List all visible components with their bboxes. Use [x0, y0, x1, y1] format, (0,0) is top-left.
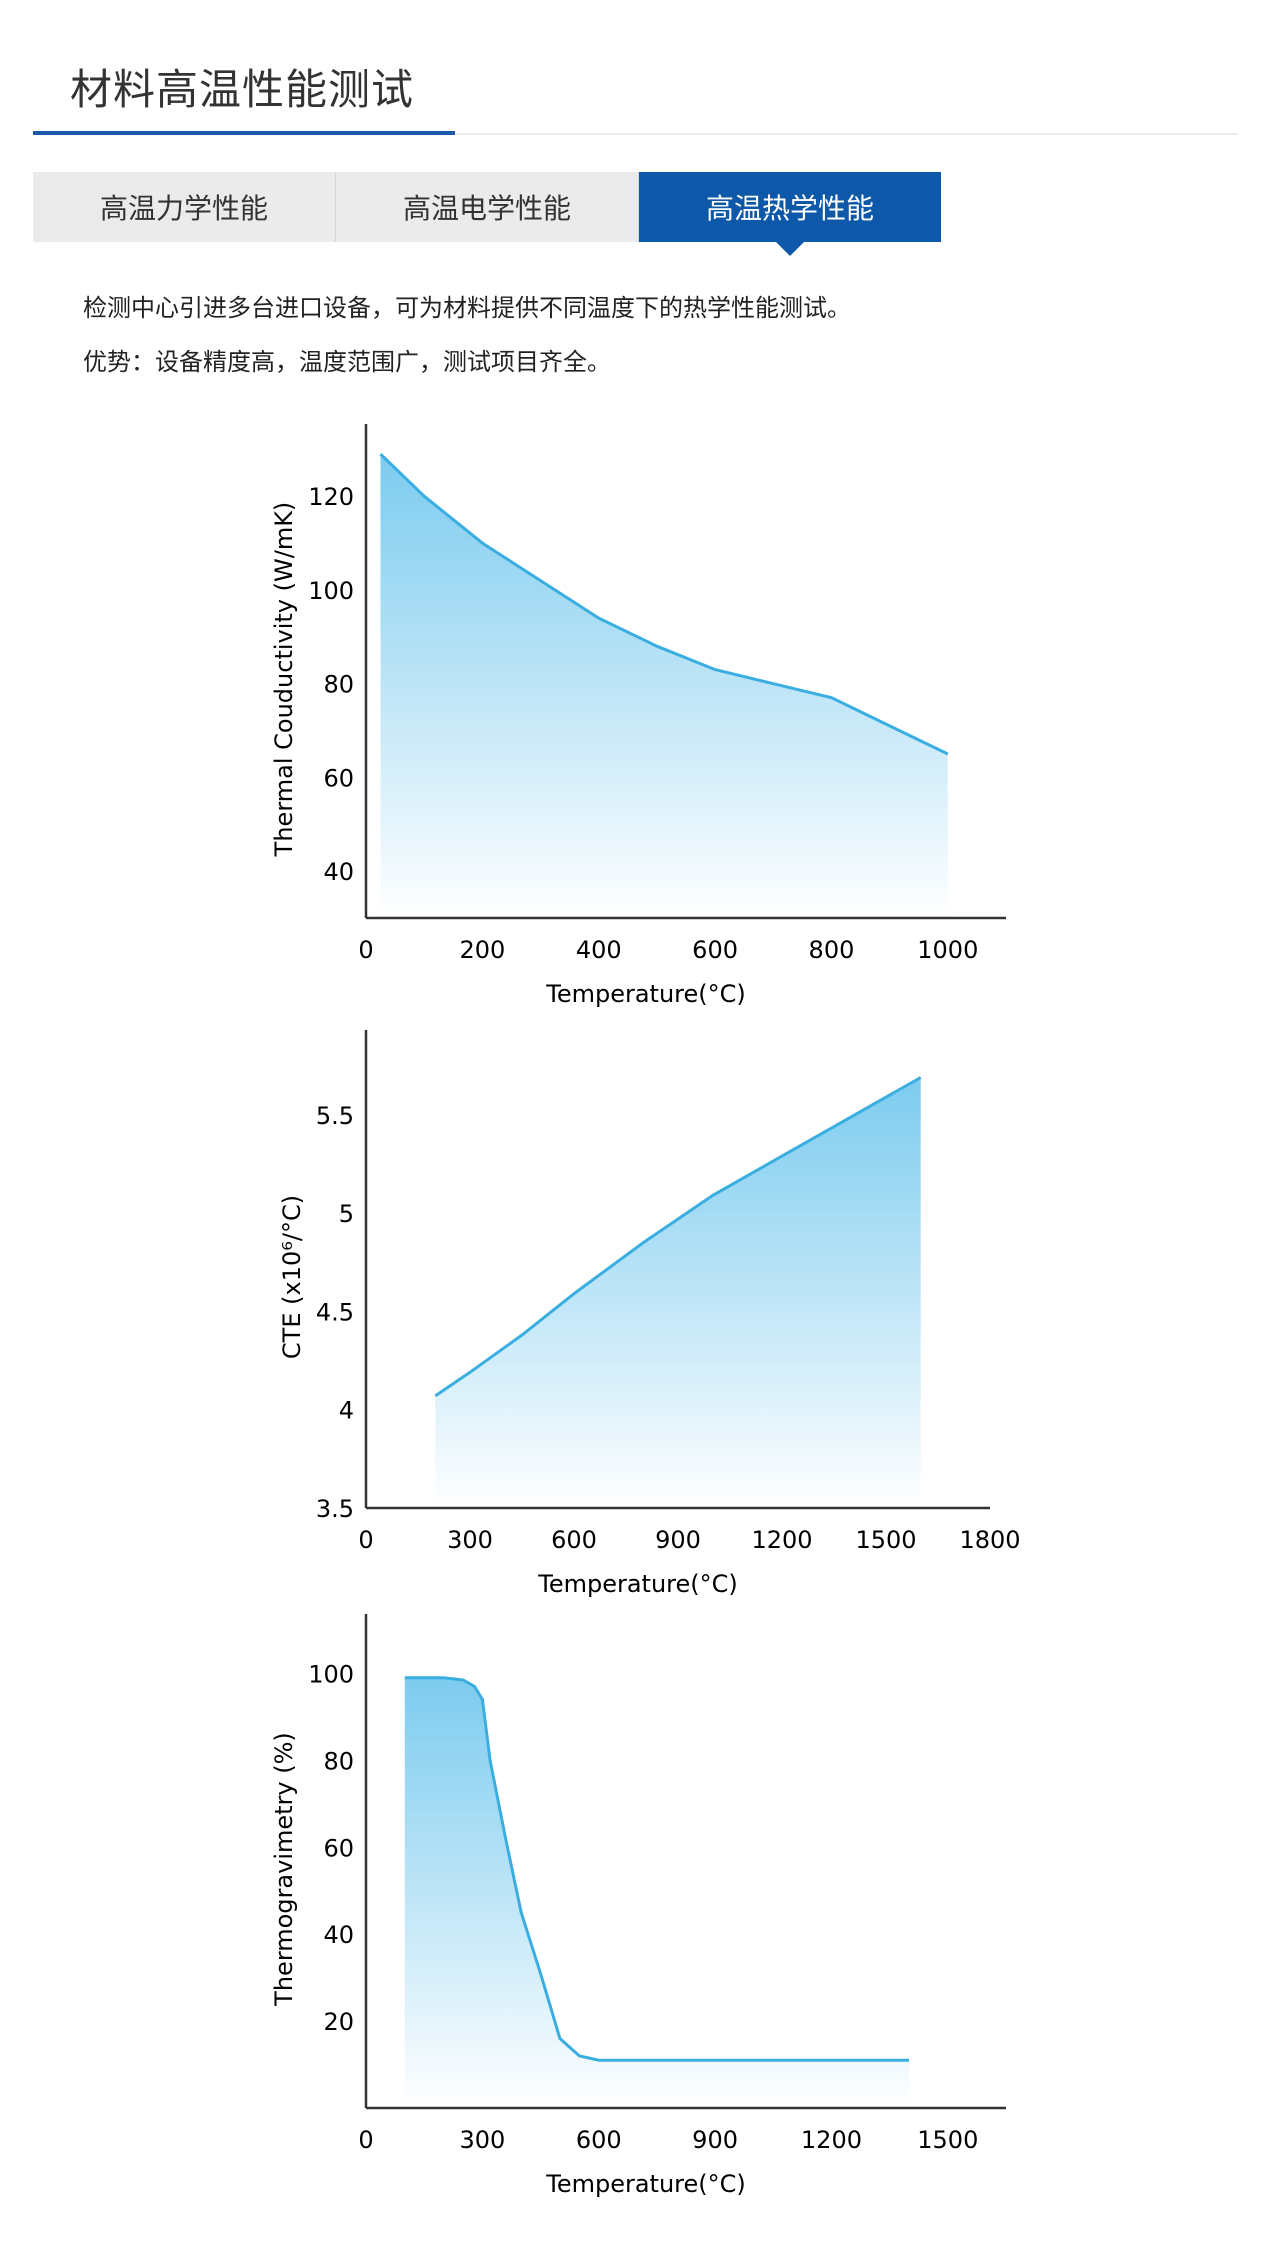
chart-2-y-tick-label: 3.5	[316, 1495, 354, 1523]
chart-3-y-tick-label: 100	[308, 1660, 354, 1688]
chart-2-y-axis-label: CTE (x10⁶/°C)	[278, 1195, 306, 1359]
chart-1-y-tick-label: 100	[308, 577, 354, 605]
chart-3-series-line	[404, 1676, 909, 2062]
chart-1-y-axis-label: Thermal Couductivity (W/mK)	[270, 502, 298, 858]
chart-1-area-fill	[380, 454, 948, 918]
chart-3-x-tick-label: 600	[576, 2126, 622, 2154]
chart-1-x-tick-label: 200	[459, 936, 505, 964]
chart-3-x-tick-label: 300	[459, 2126, 505, 2154]
chart-2-y-tick-label: 5.5	[316, 1102, 354, 1130]
chart-3-y-tick-label: 80	[323, 1747, 354, 1775]
title-accent-bar	[33, 131, 455, 135]
chart-2-x-tick-label: 300	[447, 1526, 493, 1554]
description-line-2: 优势：设备精度高，温度范围广，测试项目齐全。	[83, 348, 611, 376]
chart-3-y-tick-label: 60	[323, 1834, 354, 1862]
chart-2-x-tick-label: 900	[655, 1526, 701, 1554]
chart-1-x-tick-label: 1000	[917, 936, 978, 964]
chart-3-x-axis-label: Temperature(°C)	[545, 2170, 746, 2198]
tab-high-temp-thermal[interactable]: 高温热学性能	[638, 172, 941, 256]
chart-3-x-tick-label: 1500	[917, 2126, 978, 2154]
chart-2-x-tick-label: 600	[551, 1526, 597, 1554]
chart-3-y-tick-label: 40	[323, 1921, 354, 1949]
chart-1-y-tick-label: 120	[308, 483, 354, 511]
chart-2-x-tick-label: 0	[358, 1526, 373, 1554]
tab-high-temp-electrical[interactable]: 高温电学性能	[335, 172, 638, 242]
title-divider	[33, 133, 1238, 135]
chart-2-x-tick-label: 1200	[751, 1526, 812, 1554]
tab-high-temp-mechanical[interactable]: 高温力学性能	[33, 172, 335, 242]
chart-2-y-tick-label: 5	[339, 1200, 354, 1228]
chart-2-x-tick-label: 1500	[855, 1526, 916, 1554]
chart-2-y-tick-label: 4.5	[316, 1298, 354, 1326]
chart-3-x-tick-label: 900	[692, 2126, 738, 2154]
chart-3-x-tick-label: 0	[358, 2126, 373, 2154]
chart-2-x-tick-label: 1800	[959, 1526, 1020, 1554]
chart-2-y-tick-label: 4	[339, 1397, 354, 1425]
chart-2-series-line	[434, 1076, 922, 1398]
chart-1-x-tick-label: 600	[692, 936, 738, 964]
chart-1-series-line	[379, 453, 949, 756]
chart-1-y-tick-label: 80	[323, 671, 354, 699]
chart-1-x-tick-label: 400	[576, 936, 622, 964]
chart-3-y-tick-label: 20	[323, 2008, 354, 2036]
tab-bar: 高温力学性能 高温电学性能 高温热学性能	[33, 172, 941, 256]
chart-1-x-tick-label: 0	[358, 936, 373, 964]
chart-1-x-tick-label: 800	[809, 936, 855, 964]
chart-1-y-tick-label: 40	[323, 858, 354, 886]
chart-1-x-axis-label: Temperature(°C)	[545, 980, 746, 1008]
description-line-1: 检测中心引进多台进口设备，可为材料提供不同温度下的热学性能测试。	[83, 294, 851, 322]
chart-1-y-tick-label: 60	[323, 764, 354, 792]
chart-3-y-axis-label: Thermogravimetry (%)	[270, 1732, 298, 2007]
chart-3-area-fill	[404, 1677, 910, 2108]
chart-3-x-tick-label: 1200	[801, 2126, 862, 2154]
chart-2-area-fill	[435, 1077, 921, 1508]
chart-2-x-axis-label: Temperature(°C)	[537, 1570, 738, 1598]
page-title: 材料高温性能测试	[70, 65, 415, 114]
